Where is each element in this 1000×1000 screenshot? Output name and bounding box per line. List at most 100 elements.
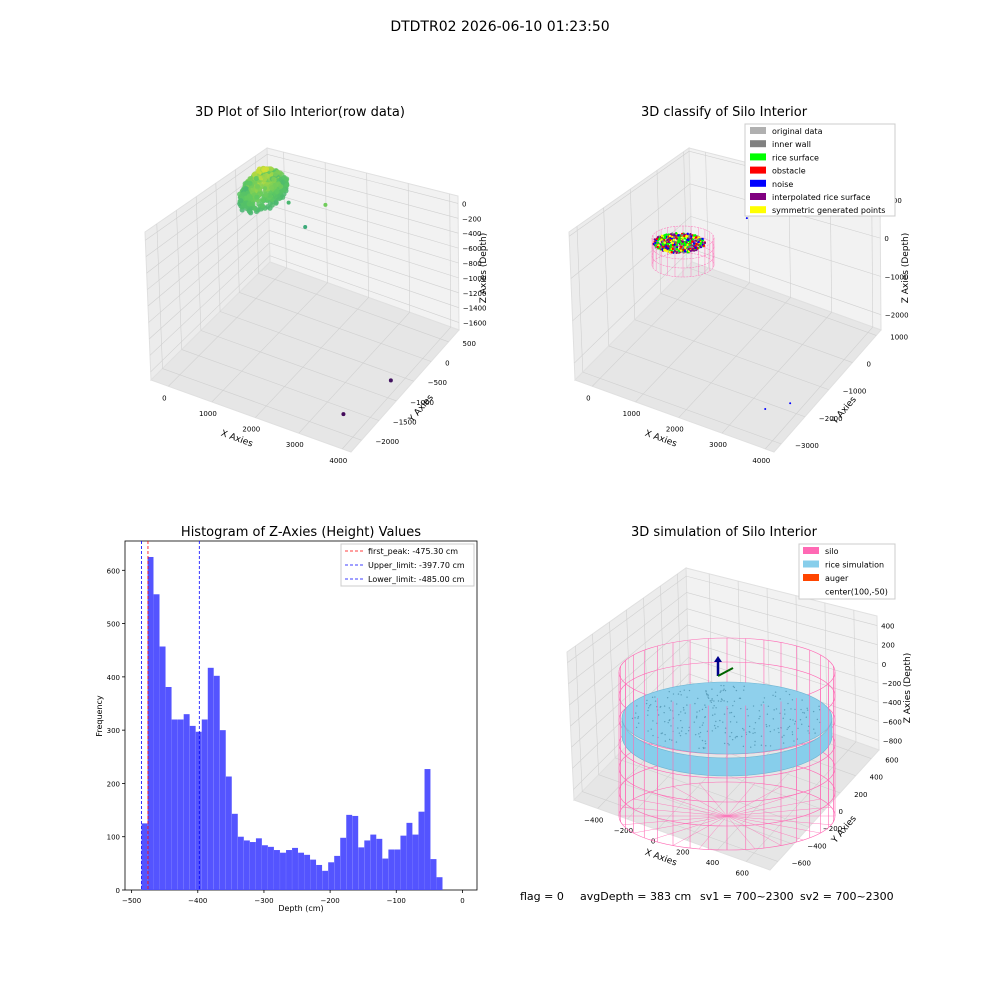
rice-simulation-point (760, 704, 762, 706)
silo-bottom-spoke (672, 815, 728, 846)
z-tick-label: 0 (882, 661, 886, 669)
rice-simulation-point (705, 693, 708, 695)
x-tick-label: −500 (122, 897, 141, 905)
histogram-bar (328, 862, 335, 890)
x-tick-label: 4000 (329, 457, 347, 465)
rice-simulation-point (730, 731, 733, 734)
rice-simulation-point (705, 690, 707, 692)
point-cloud-point (237, 191, 243, 197)
z-tick-label: −1000 (885, 273, 909, 281)
rice-simulation-point (754, 744, 756, 746)
chart-title: 3D Plot of Silo Interior(row data) (195, 105, 405, 120)
rice-simulation-point (807, 730, 809, 732)
classified-point (694, 239, 697, 242)
rice-simulation-point (774, 691, 777, 693)
chart-simulation-3d: 3D simulation of Silo Interior −400 −200 0… (566, 525, 913, 878)
point-cloud-point (263, 166, 270, 172)
x-tick-label: −400 (188, 897, 207, 905)
x-gridline (211, 282, 328, 403)
histogram-bar (207, 667, 214, 890)
rice-simulation-point (684, 712, 686, 714)
rice-simulation-point (752, 705, 755, 707)
rice-simulation-point (710, 701, 713, 704)
histogram-bar (370, 834, 377, 890)
classified-point (701, 237, 704, 241)
histogram-bar (400, 835, 407, 890)
histogram-bar (334, 855, 341, 890)
rice-simulation-point (678, 732, 681, 734)
rice-simulation-point (724, 689, 727, 692)
histogram-bar (249, 842, 256, 890)
legend-label: obstacle (772, 167, 806, 176)
rice-simulation-point (668, 707, 671, 709)
y-tick-label: −1500 (393, 419, 417, 427)
outlier-point (286, 200, 291, 205)
histogram-bar (352, 815, 359, 890)
rice-simulation-point (711, 730, 714, 732)
rice-simulation-point (667, 721, 669, 724)
rice-simulation-point (779, 698, 781, 700)
classified-point (662, 243, 665, 247)
histogram-bar (159, 646, 166, 890)
rice-simulation-point (797, 727, 799, 730)
legend-label: Upper_limit: -397.70 cm (368, 561, 465, 570)
y-gridline (258, 273, 449, 343)
classified-point (668, 234, 672, 238)
z-axis-label: Z Axies (Depth) (479, 233, 489, 304)
classified-point (684, 246, 687, 250)
rice-simulation-point (794, 720, 797, 723)
rice-simulation-point (721, 699, 723, 701)
classified-point (686, 232, 689, 236)
y-tick-label: −400 (807, 842, 826, 850)
y-gridline (181, 349, 379, 421)
rice-simulation-point (715, 707, 717, 709)
rice-simulation-point (702, 747, 705, 750)
histogram-bar (286, 850, 292, 890)
histogram-bar (292, 847, 298, 890)
legend-swatch (750, 153, 766, 161)
classified-point (673, 233, 676, 236)
rice-simulation-point (680, 730, 683, 732)
chart-raw-3d: 3D Plot of Silo Interior(row data) 0 1000… (144, 105, 489, 465)
rice-simulation-point (765, 745, 767, 747)
rice-simulation-point (677, 693, 680, 695)
classified-point (691, 248, 694, 251)
noise-point (745, 217, 748, 220)
classified-point (699, 245, 702, 248)
legend-swatch (750, 166, 766, 174)
rice-simulation-point (735, 735, 737, 738)
y-gridline (660, 293, 853, 363)
rice-simulation-point (723, 742, 726, 745)
y-gridline (686, 266, 877, 336)
classified-point (688, 243, 691, 246)
legend-swatch (750, 127, 766, 134)
classified-point (676, 241, 680, 244)
rice-simulation-point (648, 705, 651, 707)
point-cloud-point (278, 189, 284, 195)
point-cloud-point (246, 201, 252, 207)
z-tick-label: −200 (462, 215, 481, 223)
chart-title: 3D classify of Silo Interior (641, 105, 808, 120)
classified-point (672, 236, 676, 239)
histogram-bar (424, 769, 431, 890)
classified-point (656, 241, 659, 245)
classified-point (659, 246, 663, 250)
z-tick-label: −200 (882, 680, 901, 688)
classified-point (679, 240, 682, 243)
legend-swatch (750, 179, 766, 187)
classified-point (694, 246, 697, 250)
rice-simulation-point (723, 685, 725, 687)
classified-point (681, 236, 684, 239)
x-tick-label: 600 (736, 870, 749, 878)
outlier-point (263, 186, 268, 191)
tick-labels: 010002000300040005000−500−1000−1500−2000… (162, 200, 486, 464)
noise-point (789, 402, 792, 405)
y-gridline (598, 774, 794, 845)
z-tick-label: −1200 (463, 290, 487, 298)
classified-point (670, 251, 673, 254)
z-gridline (570, 183, 881, 279)
classified-point (689, 233, 692, 236)
x-tick-label: −100 (387, 897, 406, 905)
y-tick-label: 600 (107, 567, 120, 575)
silo-bottom-spoke (726, 815, 821, 834)
